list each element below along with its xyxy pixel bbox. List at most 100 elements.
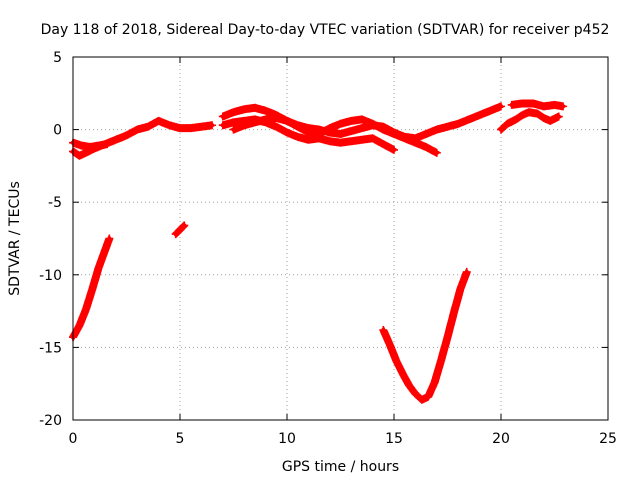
data-point [96,143,101,148]
data-point [498,104,504,109]
data-point [541,104,546,109]
y-tick-label: -15 [39,340,62,356]
data-point [173,231,178,237]
data-point [102,247,108,253]
series-track-a [69,116,217,160]
data-point [438,358,444,363]
data-point [381,127,386,132]
data-point [400,371,405,376]
data-point [77,323,82,328]
data-point [113,137,119,142]
series-track-e [229,114,441,157]
data-point [167,123,172,128]
data-point [391,147,397,153]
x-tick-label: 0 [69,431,78,447]
data-point [509,102,514,108]
data-point [77,153,82,158]
data-point [413,140,418,145]
data-point [252,120,258,125]
data-point [359,125,365,131]
data-point [274,115,279,121]
data-point [199,124,204,129]
data-point [456,121,461,126]
point-markers-track-f [507,99,568,111]
y-tick-label: -20 [39,413,62,429]
data-point [124,133,129,138]
point-markers-track-j [379,267,471,404]
plot-frame [72,56,609,421]
series-track-j [379,267,471,404]
data-point [505,121,510,126]
data-point [306,130,311,135]
y-tick-label: -5 [48,195,62,211]
data-point [426,394,431,399]
data-point [220,123,225,128]
data-point [96,265,101,270]
data-point [327,139,332,144]
data-point [231,120,236,125]
axis-ticks: 0 5 10 15 20 25 -20 -15 -10 -5 0 5 [39,50,617,447]
series-track-h [69,234,114,342]
y-tick-label: -10 [39,268,62,284]
data-point [220,114,225,119]
data-point [423,131,429,137]
data-point [464,269,469,275]
x-tick-label: 5 [176,431,185,447]
data-point [231,109,236,115]
data-point [359,117,365,122]
data-point [548,118,553,124]
data-point [338,140,343,145]
point-markers-track-a [69,116,217,160]
data-point [338,131,343,137]
data-point [458,287,463,292]
data-point [182,223,187,228]
data-point [252,105,258,111]
data-point [274,124,279,129]
data-point [445,124,450,129]
data-point [391,131,397,137]
data-point [432,380,437,385]
y-tick-label: 5 [53,50,62,66]
data-point [560,104,566,109]
data-point [105,141,110,147]
y-axis-label: SDTVAR / TECUs [7,181,23,296]
data-point [107,236,112,241]
data-point [79,143,84,148]
data-point [381,141,386,147]
data-point [402,136,407,141]
data-point [349,128,354,134]
data-point [370,136,375,141]
data-point [381,327,386,333]
data-point [338,121,343,126]
data-point [145,124,151,129]
data-point [284,118,290,124]
data-point [263,108,268,113]
data-point [263,117,268,122]
data-point [445,335,450,340]
data-point [295,134,300,140]
data-point [306,137,311,142]
data-point [209,123,215,128]
data-point [541,115,546,121]
data-point [349,139,354,144]
data-point [387,342,392,347]
data-point [359,137,365,142]
data-point [327,125,332,131]
data-point [177,125,183,131]
data-point [135,127,140,132]
data-point [520,101,525,106]
data-point [488,108,493,113]
data-point [434,127,439,132]
data-point [83,150,89,156]
data-point [498,127,504,132]
data-point [242,107,247,112]
data-point [556,114,561,119]
data-point [513,117,519,122]
data-point [530,101,536,106]
data-point [242,123,247,128]
x-axis-label: GPS time / hours [282,459,399,475]
data-point [477,112,482,118]
data-point [520,112,525,118]
data-point [177,227,183,232]
